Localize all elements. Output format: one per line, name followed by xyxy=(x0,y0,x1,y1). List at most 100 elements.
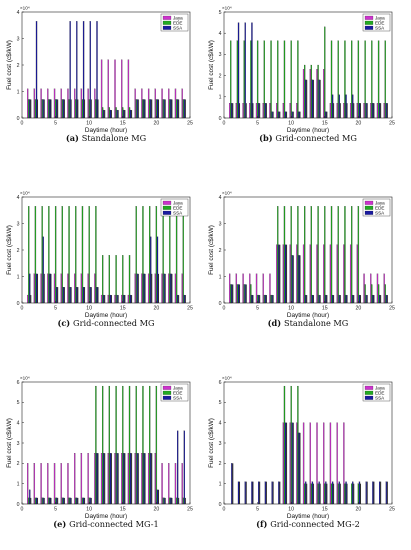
bar-base-h11 xyxy=(299,111,301,118)
bar-ssa-h16 xyxy=(331,294,334,304)
bar-ssa-h8 xyxy=(278,481,280,505)
x-axis-label: Daytime (hour) xyxy=(287,312,329,319)
bar-jaya-h23 xyxy=(376,273,379,304)
bar-ssa-h10 xyxy=(89,497,91,505)
bar-jaya-h7 xyxy=(269,103,271,119)
bar-ssa-h15 xyxy=(123,453,125,505)
bar-ede-h15 xyxy=(324,206,326,304)
bar-jaya-h7 xyxy=(67,463,69,505)
y-axis-label: Fuel cost (c$/kW) xyxy=(208,225,215,275)
bar-jaya-h3 xyxy=(242,103,244,119)
bar-jaya-h17 xyxy=(134,88,136,119)
legend-swatch-jaya xyxy=(364,385,374,390)
bar-ede-h23 xyxy=(175,99,178,119)
bar-jaya-h7 xyxy=(67,273,69,304)
bar-jaya-h1 xyxy=(229,273,231,304)
caption-letter: (c) xyxy=(57,318,73,328)
bar-base-h11 xyxy=(97,287,99,303)
bar-ede-h14 xyxy=(317,64,319,119)
bar-ssa-h20 xyxy=(156,99,159,119)
bar-ssa-h1 xyxy=(29,273,31,304)
bar-ede-h16 xyxy=(330,483,333,505)
bar-base-h10 xyxy=(292,111,294,118)
legend-swatch-ssa xyxy=(162,395,172,400)
bar-ede-h23 xyxy=(175,206,178,304)
bar-jaya-h6 xyxy=(262,273,264,304)
bar-ssa-h8 xyxy=(76,287,78,304)
bar-base-h7 xyxy=(272,111,274,118)
bar-ssa-h1 xyxy=(231,463,233,505)
bar-ede-h16 xyxy=(128,385,131,505)
bar-ssa-h24 xyxy=(183,294,186,304)
x-tick-label: 0 xyxy=(21,121,24,127)
bar-base-h9 xyxy=(286,422,288,504)
bar-ssa-h20 xyxy=(358,294,361,304)
bar-base-h23 xyxy=(178,295,180,303)
bar-jaya-h1 xyxy=(27,88,29,119)
bar-base-h24 xyxy=(184,295,186,303)
bar-ede-h16 xyxy=(128,107,131,119)
bar-jaya-h21 xyxy=(161,463,163,505)
legend-swatch-ede xyxy=(364,205,374,210)
bar-ssa-h22 xyxy=(170,497,172,505)
bar-jaya-h10 xyxy=(289,244,291,304)
bar-base-h24 xyxy=(184,497,186,504)
legend-swatch-ede xyxy=(162,20,172,25)
caption-letter: (a) xyxy=(66,133,82,143)
bar-jaya-h14 xyxy=(316,69,318,119)
bar-base-h17 xyxy=(339,483,341,504)
bar-base-h12 xyxy=(104,295,106,303)
bar-ssa-h17 xyxy=(338,294,340,304)
bar-ede-h12 xyxy=(101,107,104,119)
bar-base-h2 xyxy=(37,497,39,504)
bar-ede-h2 xyxy=(34,99,37,119)
y-axis-label: Fuel cost (c$/kW) xyxy=(208,40,215,90)
bar-ssa-h5 xyxy=(56,287,58,304)
bar-base-h13 xyxy=(312,295,314,303)
bar-base-h6 xyxy=(265,103,267,118)
bar-jaya-h19 xyxy=(349,103,352,119)
bar-base-h9 xyxy=(84,99,86,118)
bar-base-h17 xyxy=(137,273,139,303)
bar-base-h14 xyxy=(319,295,321,303)
legend-label-jaya: Jaya xyxy=(375,385,385,390)
bar-ssa-h4 xyxy=(49,99,51,119)
bar-jaya-h3 xyxy=(40,273,42,304)
bar-jaya-h15 xyxy=(121,453,123,505)
x-tick-label: 5 xyxy=(54,306,57,312)
bar-ede-h9 xyxy=(81,206,84,304)
bar-jaya-h9 xyxy=(282,422,285,505)
bar-ede-h12 xyxy=(304,483,306,505)
y-tick-label: 0 xyxy=(17,116,20,122)
y-axis-label: Fuel cost (c$/kW) xyxy=(6,225,13,275)
legend-label-ede: EDE xyxy=(375,20,384,25)
y-tick-label: 2 xyxy=(219,248,222,254)
bar-base-h15 xyxy=(124,295,126,303)
bar-jaya-h18 xyxy=(141,88,143,119)
legend-swatch-ssa xyxy=(364,25,374,30)
bar-ede-h1 xyxy=(28,497,30,505)
bar-ssa-h15 xyxy=(325,111,327,119)
x-tick-label: 20 xyxy=(356,121,362,127)
bar-ssa-h14 xyxy=(116,453,118,505)
bar-ssa-h6 xyxy=(62,287,65,304)
bar-ede-h19 xyxy=(149,206,151,304)
bar-base-h15 xyxy=(124,110,126,118)
bar-ssa-h24 xyxy=(183,430,186,505)
bar-ede-h5 xyxy=(256,40,259,119)
bar-ssa-h22 xyxy=(170,99,172,119)
bar-base-h12 xyxy=(104,453,106,504)
bar-ssa-h6 xyxy=(62,497,65,505)
bar-base-h8 xyxy=(279,111,281,118)
bar-base-h6 xyxy=(63,497,65,504)
bar-base-h7 xyxy=(272,295,274,303)
bar-ede-h20 xyxy=(357,40,360,119)
bar-jaya-h12 xyxy=(100,294,103,304)
plot-frame xyxy=(223,11,393,119)
bar-ede-h1 xyxy=(230,284,232,304)
bar-jaya-h3 xyxy=(40,88,42,119)
bar-ede-h13 xyxy=(310,64,313,119)
bar-base-h6 xyxy=(265,295,267,303)
